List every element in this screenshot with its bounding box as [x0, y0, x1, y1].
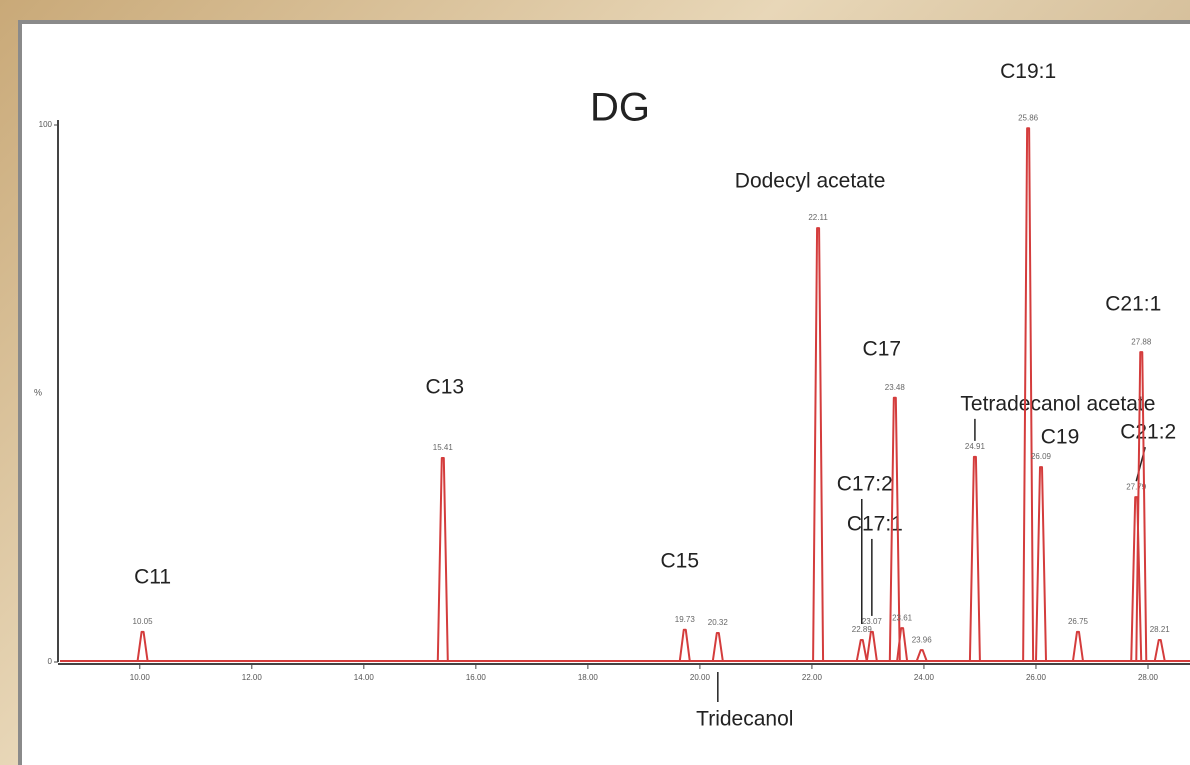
peak-time-label: 23.61 [892, 613, 913, 622]
y-tick-label: 100 [39, 120, 53, 129]
peak-time-label: 10.05 [133, 617, 154, 626]
peak-name: C17 [863, 337, 902, 360]
peak-name: C19 [1041, 426, 1080, 449]
peak-name: C21:1 [1105, 293, 1161, 316]
peak-name: C13 [426, 375, 465, 398]
chart-title: DG [590, 86, 650, 130]
x-tick-label: 20.00 [690, 673, 711, 682]
peak-time-label: 22.11 [808, 213, 828, 222]
y-tick-label: 0 [48, 657, 53, 666]
x-tick-label: 22.00 [802, 673, 823, 682]
peak-name: C21:2 [1120, 421, 1176, 444]
y-axis-label: % [34, 387, 42, 397]
page: DG % 0 100 10.00 12.00 14.00 16.00 18.00 20.00 2… [0, 0, 1190, 765]
peak-name: Dodecyl acetate [735, 170, 886, 193]
peak-time-label: 25.86 [1018, 113, 1039, 122]
x-tick-label: 28.00 [1138, 673, 1159, 682]
peak-time-label: 26.09 [1031, 452, 1052, 461]
x-tick-label: 24.00 [914, 673, 935, 682]
peak-time-label: 23.07 [862, 617, 883, 626]
peak-time-label: 23.48 [885, 383, 906, 392]
x-tick-label: 12.00 [242, 673, 263, 682]
peak-name: C15 [661, 549, 700, 572]
peak-time-label: 27.88 [1131, 337, 1152, 346]
peak-time-label: 24.91 [965, 442, 986, 451]
x-tick-label: 18.00 [578, 673, 599, 682]
peak-time-label: 15.41 [433, 443, 454, 452]
x-tick-label: 26.00 [1026, 673, 1047, 682]
peak-name: C17:1 [847, 512, 903, 535]
peak-name: C11 [134, 565, 171, 588]
peak-name: C17:2 [837, 473, 893, 496]
peak-time-label: 19.73 [675, 615, 696, 624]
peak-time-label: 20.32 [708, 618, 729, 627]
peak-time-label: 28.21 [1150, 625, 1171, 634]
x-tick-label: 10.00 [130, 673, 151, 682]
x-tick-label: 16.00 [466, 673, 487, 682]
peak-name: Tetradecanol acetate [960, 392, 1155, 415]
peak-time-label: 23.96 [912, 635, 933, 644]
peak-name: C19:1 [1000, 60, 1056, 83]
peak-name: Tridecanol [696, 708, 793, 731]
peak-time-label: 26.75 [1068, 617, 1089, 626]
chart: DG % 0 100 10.00 12.00 14.00 16.00 18.00 20.00 2… [0, 0, 1190, 765]
x-tick-label: 14.00 [354, 673, 375, 682]
peak-time-label: 22.89 [852, 625, 873, 634]
